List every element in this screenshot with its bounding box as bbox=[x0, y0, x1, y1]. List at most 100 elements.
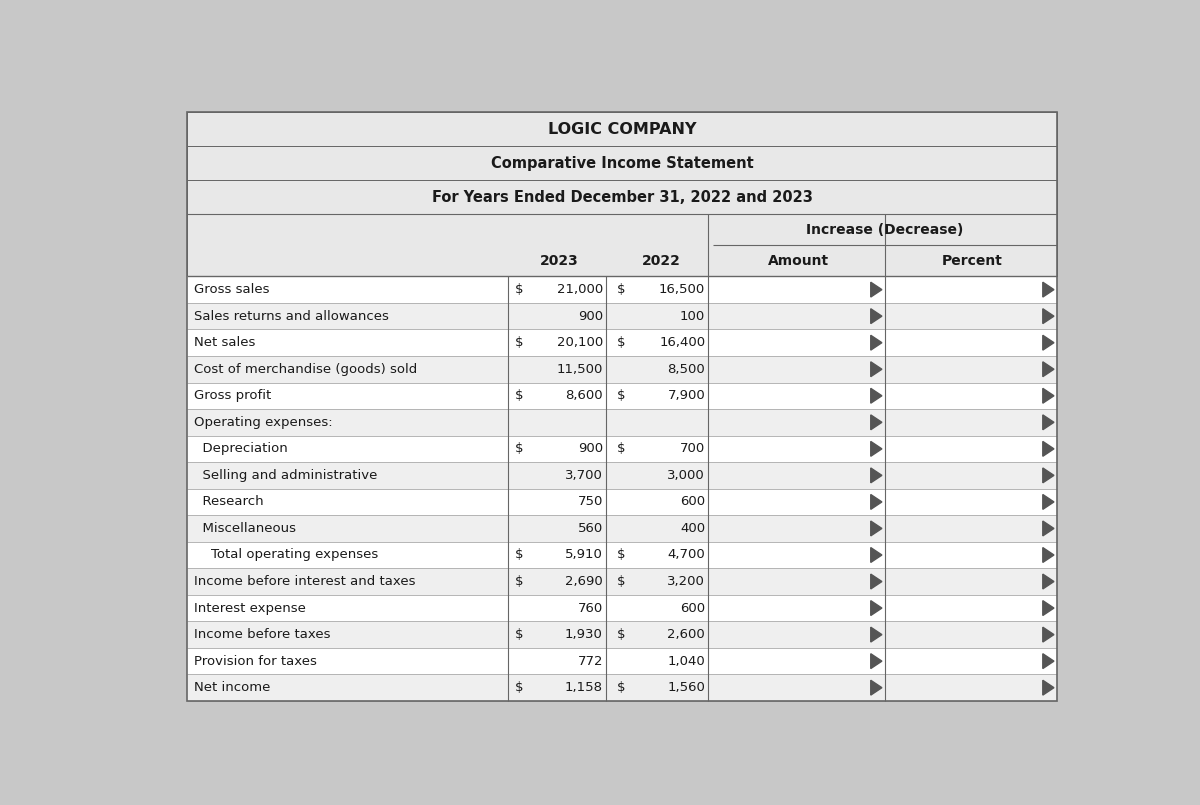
Polygon shape bbox=[871, 494, 882, 510]
Polygon shape bbox=[1043, 468, 1054, 483]
Text: 100: 100 bbox=[680, 310, 706, 323]
Text: Selling and administrative: Selling and administrative bbox=[193, 469, 377, 482]
Bar bbox=[187, 303, 1057, 329]
Bar bbox=[187, 436, 1057, 462]
Text: Net income: Net income bbox=[193, 681, 270, 694]
Bar bbox=[187, 568, 1057, 595]
Text: 8,600: 8,600 bbox=[565, 390, 602, 402]
Bar bbox=[187, 409, 1057, 436]
Text: $: $ bbox=[617, 443, 625, 456]
Text: 16,400: 16,400 bbox=[659, 336, 706, 349]
Polygon shape bbox=[871, 574, 882, 589]
Bar bbox=[187, 542, 1057, 568]
Text: $: $ bbox=[515, 548, 523, 562]
Text: 1,158: 1,158 bbox=[565, 681, 602, 694]
Text: Gross sales: Gross sales bbox=[193, 283, 269, 296]
Polygon shape bbox=[1043, 627, 1054, 642]
Text: Sales returns and allowances: Sales returns and allowances bbox=[193, 310, 389, 323]
Text: $: $ bbox=[617, 628, 625, 641]
Text: 3,000: 3,000 bbox=[667, 469, 706, 482]
Text: 5,910: 5,910 bbox=[565, 548, 602, 562]
Bar bbox=[187, 180, 1057, 214]
Text: 21,000: 21,000 bbox=[557, 283, 602, 296]
Bar bbox=[187, 382, 1057, 409]
Text: 1,040: 1,040 bbox=[667, 654, 706, 667]
Bar bbox=[187, 329, 1057, 356]
Bar bbox=[187, 112, 1057, 147]
Text: Depreciation: Depreciation bbox=[193, 443, 288, 456]
Bar bbox=[187, 515, 1057, 542]
Text: Income before taxes: Income before taxes bbox=[193, 628, 330, 641]
Polygon shape bbox=[1043, 680, 1054, 695]
Polygon shape bbox=[1043, 441, 1054, 456]
Polygon shape bbox=[1043, 283, 1054, 297]
Text: $: $ bbox=[617, 575, 625, 588]
Text: Interest expense: Interest expense bbox=[193, 601, 306, 614]
Text: $: $ bbox=[515, 390, 523, 402]
Text: 2,690: 2,690 bbox=[565, 575, 602, 588]
Text: $: $ bbox=[617, 548, 625, 562]
Text: Amount: Amount bbox=[768, 254, 829, 268]
Polygon shape bbox=[871, 547, 882, 563]
Text: Net sales: Net sales bbox=[193, 336, 256, 349]
Text: $: $ bbox=[515, 681, 523, 694]
Text: 900: 900 bbox=[577, 310, 602, 323]
Bar bbox=[187, 675, 1057, 701]
Text: 20,100: 20,100 bbox=[557, 336, 602, 349]
Polygon shape bbox=[1043, 601, 1054, 616]
Text: 3,700: 3,700 bbox=[565, 469, 602, 482]
Bar bbox=[187, 648, 1057, 675]
Text: $: $ bbox=[515, 575, 523, 588]
Polygon shape bbox=[871, 468, 882, 483]
Text: 2,600: 2,600 bbox=[667, 628, 706, 641]
Bar bbox=[187, 356, 1057, 382]
Text: 760: 760 bbox=[577, 601, 602, 614]
Bar bbox=[187, 147, 1057, 180]
Polygon shape bbox=[871, 601, 882, 616]
Polygon shape bbox=[871, 680, 882, 695]
Polygon shape bbox=[1043, 654, 1054, 669]
Text: Total operating expenses: Total operating expenses bbox=[193, 548, 378, 562]
Polygon shape bbox=[871, 335, 882, 350]
Bar bbox=[187, 489, 1057, 515]
Polygon shape bbox=[1043, 309, 1054, 324]
Polygon shape bbox=[871, 654, 882, 669]
Bar bbox=[187, 595, 1057, 621]
Polygon shape bbox=[1043, 388, 1054, 403]
Polygon shape bbox=[1043, 574, 1054, 589]
Polygon shape bbox=[871, 627, 882, 642]
Text: 600: 600 bbox=[680, 495, 706, 509]
Text: $: $ bbox=[515, 628, 523, 641]
Text: 2023: 2023 bbox=[540, 254, 578, 268]
Text: 2022: 2022 bbox=[642, 254, 680, 268]
Text: Increase (Decrease): Increase (Decrease) bbox=[806, 223, 964, 237]
Bar bbox=[187, 276, 1057, 303]
Text: Comparative Income Statement: Comparative Income Statement bbox=[491, 155, 754, 171]
Polygon shape bbox=[1043, 521, 1054, 536]
Polygon shape bbox=[871, 521, 882, 536]
Text: Research: Research bbox=[193, 495, 263, 509]
Polygon shape bbox=[1043, 335, 1054, 350]
Bar bbox=[187, 214, 1057, 276]
Text: Operating expenses:: Operating expenses: bbox=[193, 416, 332, 429]
Polygon shape bbox=[871, 441, 882, 456]
Polygon shape bbox=[1043, 361, 1054, 377]
Text: 1,560: 1,560 bbox=[667, 681, 706, 694]
Text: Income before interest and taxes: Income before interest and taxes bbox=[193, 575, 415, 588]
Text: $: $ bbox=[515, 283, 523, 296]
Text: 600: 600 bbox=[680, 601, 706, 614]
Text: 750: 750 bbox=[577, 495, 602, 509]
Text: 4,700: 4,700 bbox=[667, 548, 706, 562]
Text: Gross profit: Gross profit bbox=[193, 390, 271, 402]
Text: Miscellaneous: Miscellaneous bbox=[193, 522, 295, 535]
Text: For Years Ended December 31, 2022 and 2023: For Years Ended December 31, 2022 and 20… bbox=[432, 190, 812, 204]
Polygon shape bbox=[871, 283, 882, 297]
Text: Provision for taxes: Provision for taxes bbox=[193, 654, 317, 667]
Text: 560: 560 bbox=[577, 522, 602, 535]
Bar bbox=[187, 621, 1057, 648]
Polygon shape bbox=[871, 415, 882, 430]
Text: 700: 700 bbox=[680, 443, 706, 456]
Text: 16,500: 16,500 bbox=[659, 283, 706, 296]
Text: $: $ bbox=[617, 390, 625, 402]
Polygon shape bbox=[1043, 415, 1054, 430]
